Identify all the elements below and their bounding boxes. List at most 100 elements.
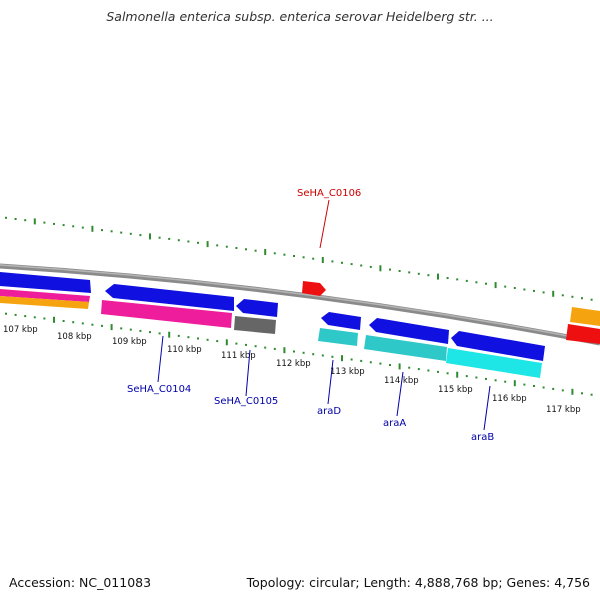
- minor-tick: [465, 279, 468, 282]
- minor-tick: [321, 354, 324, 357]
- label-SeHA_C0104[interactable]: SeHA_C0104: [127, 384, 191, 395]
- minor-tick: [513, 287, 516, 289]
- minor-tick: [139, 329, 142, 332]
- reverse-gene-magenta-left[interactable]: [0, 289, 90, 302]
- minor-tick: [273, 347, 276, 350]
- minor-tick: [53, 222, 55, 225]
- forward-gene-blue-left[interactable]: [0, 272, 91, 293]
- minor-tick: [168, 237, 171, 240]
- minor-tick: [465, 375, 468, 378]
- reverse-gene-orange-left[interactable]: [0, 296, 89, 309]
- gene-SeHA_C0104[interactable]: [101, 300, 232, 328]
- minor-tick: [475, 281, 478, 284]
- minor-tick: [312, 353, 315, 356]
- minor-tick: [235, 342, 238, 345]
- minor-tick: [5, 312, 7, 315]
- minor-tick: [590, 393, 593, 396]
- minor-tick: [254, 249, 257, 252]
- callout-araB: [483, 385, 491, 431]
- major-tick: [494, 282, 497, 289]
- minor-tick: [389, 268, 391, 271]
- gene-araB[interactable]: [446, 348, 542, 378]
- minor-tick: [542, 386, 545, 389]
- accession-text: Accession: NC_011083: [9, 575, 152, 590]
- callout-SeHA_C0106: [319, 199, 330, 249]
- gene-SeHA_C0104-arrow[interactable]: [105, 284, 234, 311]
- label-araB[interactable]: araB: [471, 432, 494, 443]
- kbp-tick-label: 107 kbp: [3, 325, 38, 335]
- minor-tick: [5, 216, 7, 219]
- minor-tick: [110, 230, 113, 233]
- gene-araD[interactable]: [318, 328, 358, 346]
- kbp-tick-label: 108 kbp: [57, 332, 92, 342]
- minor-tick: [293, 255, 295, 257]
- kbp-tick-label: 112 kbp: [276, 359, 311, 369]
- minor-tick: [149, 331, 151, 334]
- inner-tick-track: [5, 312, 593, 396]
- major-tick: [571, 388, 574, 395]
- minor-tick: [81, 226, 84, 229]
- minor-tick: [206, 338, 209, 341]
- minor-tick: [43, 317, 46, 320]
- label-araD[interactable]: araD: [317, 406, 341, 417]
- major-tick: [456, 371, 459, 378]
- minor-tick: [312, 257, 315, 260]
- minor-tick: [264, 346, 267, 349]
- minor-tick: [561, 294, 564, 297]
- forward-rna-red[interactable]: [302, 281, 326, 296]
- minor-tick: [177, 239, 180, 242]
- minor-tick: [427, 369, 430, 372]
- label-araA[interactable]: araA: [383, 418, 406, 429]
- major-tick: [552, 290, 555, 297]
- minor-tick: [158, 236, 161, 239]
- map-title: Salmonella enterica subsp. enterica sero…: [106, 9, 494, 24]
- gene-araB-arrow[interactable]: [451, 331, 545, 361]
- genome-backbone: [0, 263, 600, 346]
- gene-araA[interactable]: [364, 335, 447, 361]
- minor-tick: [360, 359, 363, 362]
- minor-tick: [504, 285, 507, 288]
- minor-tick: [197, 241, 199, 244]
- callout-araA: [396, 371, 404, 417]
- minor-tick: [129, 328, 132, 331]
- kbp-tick-label: 116 kbp: [492, 394, 527, 404]
- minor-tick: [581, 297, 583, 300]
- forward-gene-orange-right[interactable]: [570, 307, 600, 326]
- major-tick: [206, 241, 209, 248]
- callout-SeHA_C0104: [157, 335, 164, 383]
- minor-tick: [350, 358, 353, 361]
- minor-tick: [72, 225, 75, 228]
- minor-tick: [302, 351, 305, 354]
- gene-araD-arrow[interactable]: [321, 312, 361, 330]
- outer-tick-track: [5, 216, 593, 301]
- gene-araA-arrow[interactable]: [369, 318, 449, 344]
- kbp-tick-label: 110 kbp: [167, 345, 202, 355]
- minor-tick: [225, 245, 228, 248]
- minor-tick: [101, 324, 103, 327]
- minor-tick: [24, 315, 27, 318]
- reverse-rna-red-right[interactable]: [566, 324, 600, 344]
- minor-tick: [187, 240, 190, 243]
- minor-tick: [350, 263, 353, 266]
- gene-SeHA_C0105-arrow[interactable]: [236, 299, 278, 317]
- genome-summary-text: Topology: circular; Length: 4,888,768 bp…: [246, 575, 590, 590]
- minor-tick: [590, 298, 593, 301]
- major-tick: [33, 218, 36, 225]
- minor-tick: [62, 224, 65, 227]
- gene-SeHA_C0105[interactable]: [234, 316, 276, 334]
- major-tick: [513, 380, 516, 387]
- minor-tick: [245, 343, 247, 346]
- minor-tick: [158, 332, 161, 335]
- minor-tick: [254, 345, 257, 348]
- label-SeHA_C0105[interactable]: SeHA_C0105: [214, 396, 278, 407]
- minor-tick: [187, 336, 190, 339]
- major-tick: [321, 257, 324, 263]
- minor-tick: [408, 366, 411, 369]
- minor-tick: [33, 316, 36, 319]
- minor-tick: [101, 229, 103, 232]
- minor-tick: [302, 256, 305, 259]
- label-SeHA_C0106[interactable]: SeHA_C0106: [297, 188, 361, 199]
- major-tick: [225, 339, 228, 346]
- minor-tick: [235, 247, 238, 249]
